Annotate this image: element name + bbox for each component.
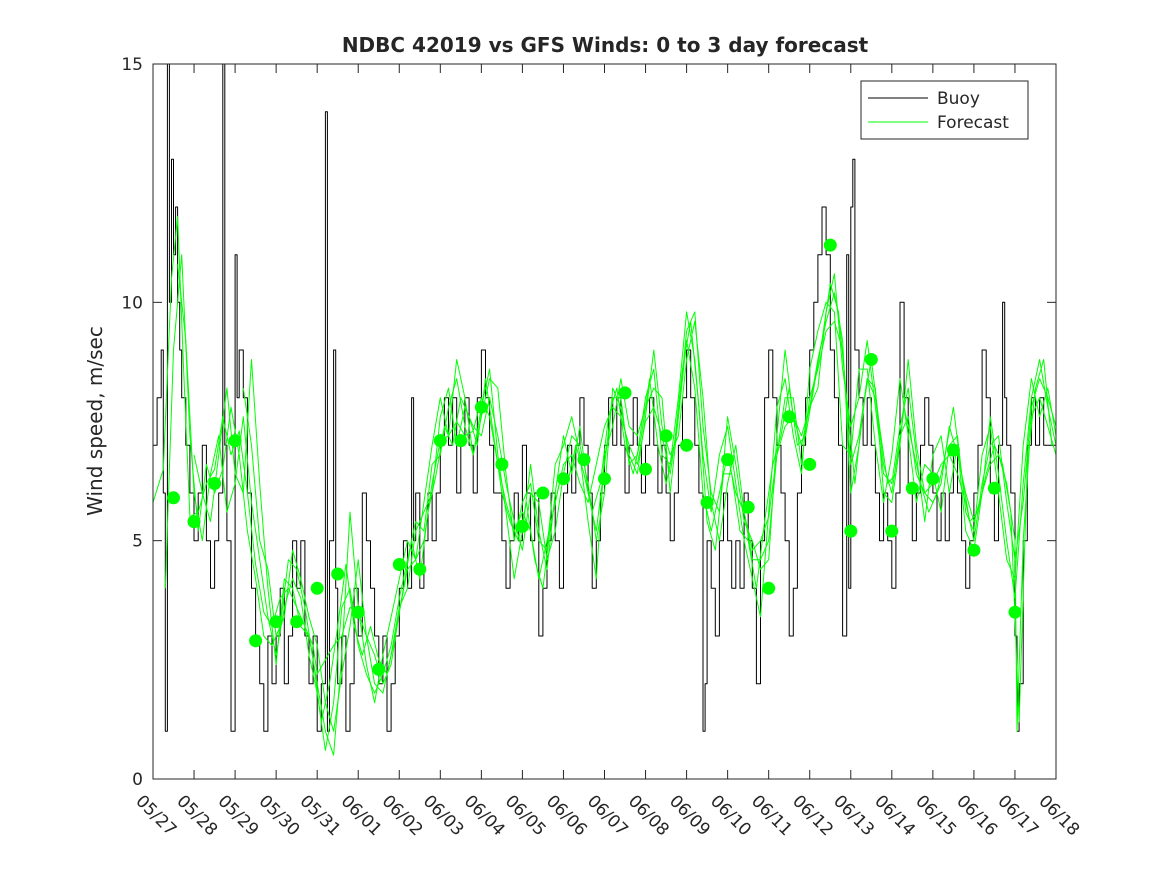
- forecast-marker: [741, 500, 755, 514]
- legend: Buoy Forecast: [860, 80, 1029, 140]
- forecast-marker: [167, 491, 180, 505]
- buoy-series-line: [153, 63, 1056, 732]
- series-layer: [152, 63, 1057, 756]
- y-tick-label: 10: [121, 293, 143, 313]
- forecast-marker: [269, 615, 283, 629]
- forecast-marker: [331, 567, 345, 581]
- forecast-marker: [864, 353, 878, 366]
- forecast-marker: [249, 634, 263, 648]
- forecast-marker: [577, 453, 591, 467]
- legend-buoy-label: Buoy: [937, 89, 980, 109]
- plot-area: [152, 63, 1057, 780]
- forecast-marker: [700, 496, 714, 509]
- forecast-marker: [187, 515, 201, 529]
- forecast-marker: [946, 443, 960, 457]
- forecast-marker: [926, 472, 940, 486]
- forecast-marker: [515, 519, 529, 533]
- forecast-marker: [967, 543, 981, 557]
- forecast-marker: [618, 386, 632, 400]
- forecast-marker: [228, 434, 242, 448]
- forecast-marker: [782, 410, 796, 424]
- y-axis: 0 5 10 15: [121, 55, 1056, 790]
- forecast-marker: [823, 238, 837, 252]
- legend-box: [860, 80, 1029, 140]
- forecast-marker: [639, 462, 652, 476]
- forecast-marker: [413, 562, 427, 576]
- axes-background: [153, 64, 1056, 779]
- forecast-marker: [905, 481, 919, 495]
- y-tick-label: 15: [121, 55, 143, 75]
- y-tick-label: 0: [132, 770, 143, 790]
- legend-forecast-label: Forecast: [937, 113, 1009, 133]
- forecast-series-line-5: [242, 320, 1057, 732]
- forecast-marker: [433, 434, 447, 448]
- forecast-marker: [987, 481, 1001, 495]
- forecast-marker: [659, 429, 673, 443]
- forecast-marker: [536, 486, 550, 500]
- forecast-marker: [803, 457, 817, 471]
- forecast-marker: [290, 615, 304, 629]
- chart-title: NDBC 42019 vs GFS Winds: 0 to 3 day fore…: [342, 33, 869, 57]
- forecast-marker: [1008, 605, 1022, 619]
- forecast-marker: [557, 472, 570, 486]
- y-axis-label: Wind speed, m/sec: [83, 326, 107, 516]
- y-tick-label: 5: [132, 532, 143, 552]
- forecast-marker: [495, 457, 509, 471]
- forecast-marker: [762, 581, 776, 595]
- forecast-marker: [844, 524, 858, 538]
- forecast-marker: [392, 558, 406, 571]
- forecast-marker: [372, 662, 386, 676]
- forecast-marker: [721, 453, 735, 467]
- forecast-marker: [885, 524, 899, 538]
- forecast-marker: [454, 434, 468, 448]
- marker-layer: [167, 238, 1022, 676]
- forecast-marker: [351, 605, 365, 619]
- forecast-marker: [680, 438, 694, 452]
- forecast-marker: [310, 581, 324, 595]
- forecast-marker: [208, 477, 222, 490]
- forecast-marker: [474, 400, 488, 414]
- forecast-marker: [598, 472, 611, 486]
